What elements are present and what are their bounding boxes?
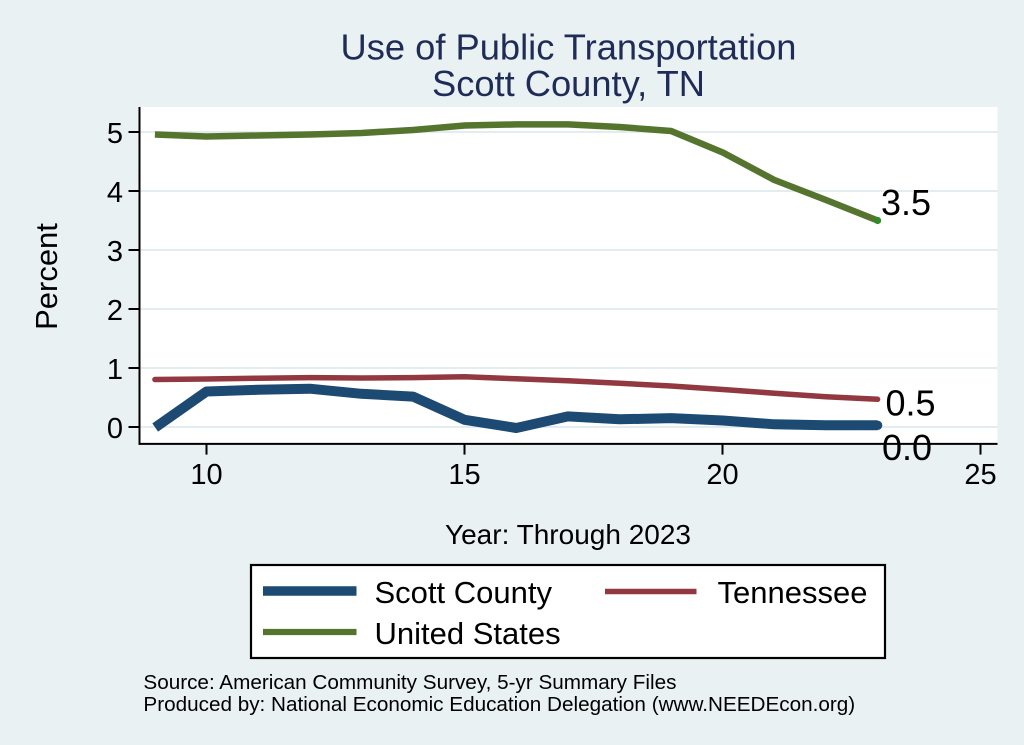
svg-text:Use of Public Transportation: Use of Public Transportation <box>341 27 797 68</box>
svg-text:Scott County, TN: Scott County, TN <box>432 63 705 104</box>
svg-text:Percent: Percent <box>29 223 64 330</box>
svg-text:20: 20 <box>706 459 738 491</box>
svg-text:0: 0 <box>107 413 123 445</box>
svg-text:3.5: 3.5 <box>881 182 931 223</box>
svg-text:Source: American Community Sur: Source: American Community Survey, 5-yr … <box>143 671 676 694</box>
svg-text:2: 2 <box>107 295 123 327</box>
svg-text:4: 4 <box>107 177 123 209</box>
svg-text:0.0: 0.0 <box>882 427 932 468</box>
svg-text:United States: United States <box>375 616 561 651</box>
svg-text:10: 10 <box>190 459 222 491</box>
svg-text:Produced by: National Economic: Produced by: National Economic Education… <box>143 693 855 716</box>
svg-text:0.5: 0.5 <box>886 383 936 424</box>
svg-text:3: 3 <box>107 236 123 268</box>
svg-text:Tennessee: Tennessee <box>718 575 868 610</box>
svg-text:15: 15 <box>448 459 480 491</box>
svg-text:25: 25 <box>964 459 996 491</box>
svg-text:5: 5 <box>107 118 123 150</box>
svg-text:Scott County: Scott County <box>375 575 553 610</box>
svg-text:1: 1 <box>107 354 123 386</box>
svg-text:Year: Through 2023: Year: Through 2023 <box>445 519 691 550</box>
